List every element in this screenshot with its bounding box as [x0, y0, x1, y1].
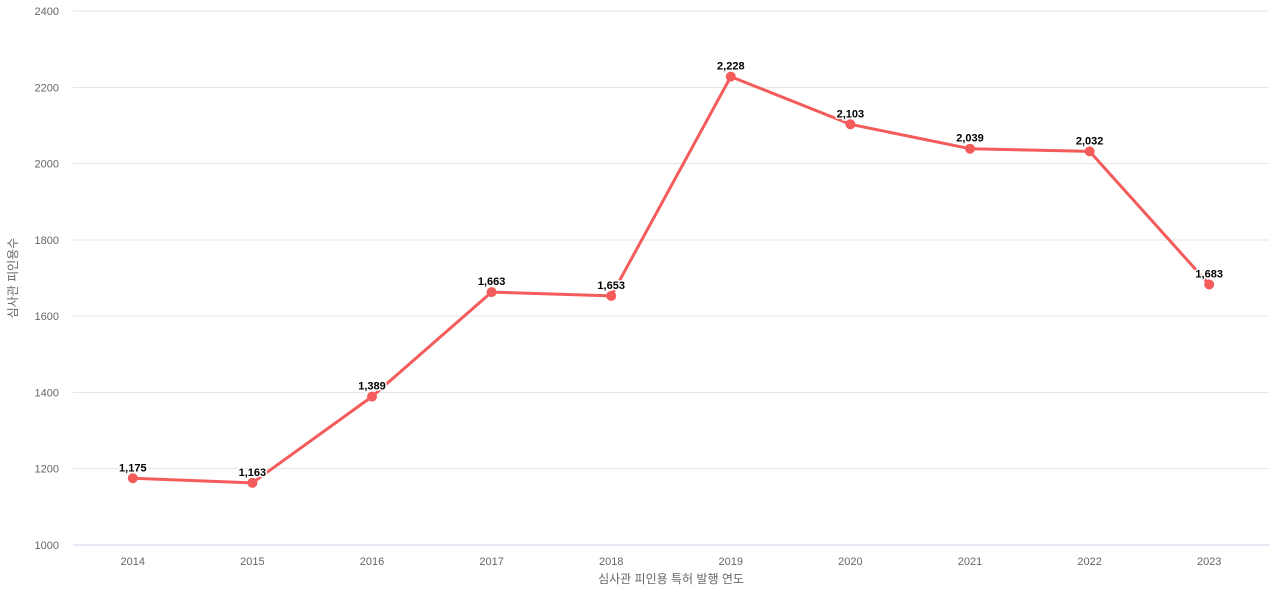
data-label: 2,103 — [837, 108, 865, 120]
data-label: 1,663 — [478, 276, 506, 288]
x-tick-label: 2014 — [121, 556, 145, 568]
data-point-marker-2020[interactable] — [845, 119, 856, 130]
x-tick-label: 2023 — [1197, 556, 1221, 568]
data-point-marker-2018[interactable] — [606, 290, 617, 301]
x-tick-label: 2019 — [719, 556, 743, 568]
y-axis-title: 심사관 피인용수 — [6, 238, 20, 319]
data-label: 2,039 — [956, 133, 984, 145]
data-label: 1,389 — [358, 381, 386, 393]
y-tick-label: 2200 — [35, 82, 59, 94]
data-point-marker-2014[interactable] — [127, 473, 138, 484]
y-tick-label: 2400 — [35, 6, 59, 18]
x-tick-label: 2015 — [240, 556, 264, 568]
x-axis-title: 심사관 피인용 특허 발행 연도 — [598, 571, 744, 586]
y-tick-label: 1600 — [35, 311, 59, 323]
data-label: 1,653 — [597, 280, 625, 292]
data-point-marker-2019[interactable] — [725, 71, 736, 82]
data-point-marker-2022[interactable] — [1084, 146, 1095, 157]
y-tick-label: 1400 — [35, 387, 59, 399]
x-tick-label: 2016 — [360, 556, 384, 568]
x-tick-label: 2020 — [838, 556, 862, 568]
data-label: 1,163 — [239, 467, 267, 479]
x-tick-label: 2022 — [1077, 556, 1101, 568]
series-line[interactable] — [131, 75, 1211, 485]
x-tick-label: 2018 — [599, 556, 623, 568]
y-tick-label: 1200 — [35, 464, 59, 476]
x-tick-label: 2017 — [479, 556, 503, 568]
y-tick-label: 1000 — [35, 540, 59, 552]
data-label: 1,683 — [1195, 268, 1223, 280]
data-point-marker-2016[interactable] — [367, 391, 377, 402]
y-tick-label: 2000 — [35, 159, 59, 171]
y-tick-label: 1800 — [35, 235, 59, 247]
data-label: 2,228 — [717, 61, 745, 73]
data-point-marker-2023[interactable] — [1204, 279, 1215, 290]
data-point-marker-2021[interactable] — [965, 143, 975, 154]
x-tick-label: 2021 — [958, 556, 982, 568]
data-label: 2,032 — [1076, 135, 1104, 147]
data-point-marker-2015[interactable] — [247, 477, 258, 488]
data-label: 1,175 — [119, 462, 147, 474]
plot-area: 1000 1200 1400 1600 1800 2000 2200 2400 2014 2015… — [35, 6, 1269, 568]
data-point-marker-2017[interactable] — [486, 287, 497, 298]
